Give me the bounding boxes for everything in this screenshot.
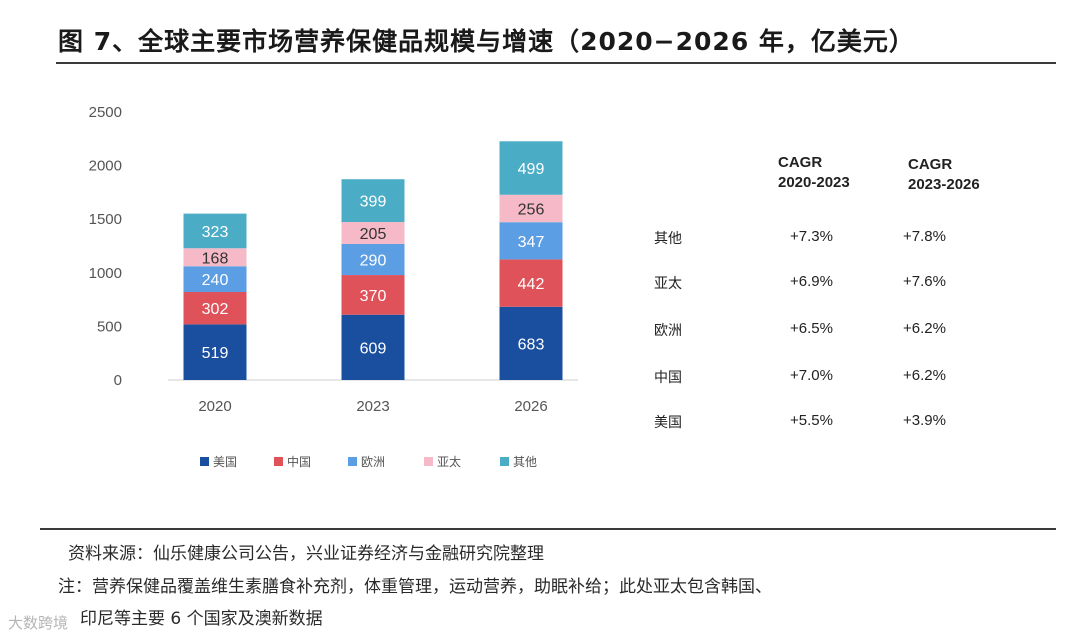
legend-label: 美国 <box>213 455 237 469</box>
bar-segment <box>183 324 247 380</box>
cagr-region: 其他 <box>654 231 682 247</box>
data-label: 609 <box>360 340 387 357</box>
stacked-bar-chart: 0 500 1000 1500 2000 2500 519 302 240 168 323 2020 6… <box>89 104 578 469</box>
bar-segment <box>499 222 563 260</box>
data-label: 205 <box>360 226 387 243</box>
data-label: 499 <box>518 161 545 178</box>
y-tick-label: 1000 <box>89 265 122 282</box>
bar-segment <box>341 314 405 380</box>
cagr-value-2023-2026: +7.8% <box>903 228 946 245</box>
y-tick-label: 1500 <box>89 211 122 228</box>
cagr-region: 美国 <box>654 415 682 431</box>
y-tick-label: 2000 <box>89 158 122 175</box>
cagr-row: 中国 +7.0% +6.2% <box>0 367 1080 393</box>
legend-swatch <box>200 457 209 466</box>
y-tick-label: 2500 <box>89 104 122 121</box>
cagr-row: 亚太 +6.9% +7.6% <box>0 273 1080 299</box>
cagr-value-2020-2023: +7.3% <box>790 228 833 245</box>
data-label: 519 <box>202 345 229 362</box>
x-tick-label: 2023 <box>356 398 389 415</box>
cagr-region: 亚太 <box>654 276 682 292</box>
legend-label: 中国 <box>287 454 311 469</box>
cagr-value-2020-2023: +6.9% <box>790 273 833 290</box>
legend-swatch <box>348 457 357 466</box>
cagr-row: 美国 +5.5% +3.9% <box>0 412 1080 438</box>
data-label: 399 <box>360 194 387 211</box>
bar-segment <box>183 213 247 249</box>
data-label: 442 <box>518 276 545 293</box>
data-label: 347 <box>518 234 545 251</box>
bar-segment <box>341 179 405 222</box>
data-label: 168 <box>202 250 229 267</box>
cagr-header-2: CAGR 2023-2026 <box>908 156 980 193</box>
cagr-value-2023-2026: +6.2% <box>903 367 946 384</box>
legend-swatch <box>500 457 509 466</box>
footnote-line-1: 注：营养保健品覆盖维生素膳食补充剂，体重管理，运动营养，助眠补给；此处亚太包含韩… <box>58 577 772 597</box>
bar-segment <box>183 248 247 267</box>
data-label: 240 <box>202 272 229 289</box>
data-label: 302 <box>202 301 229 318</box>
cagr-value-2023-2026: +7.6% <box>903 273 946 290</box>
bar-segment <box>499 259 563 307</box>
cagr-value-2020-2023: +5.5% <box>790 412 833 429</box>
cagr-region: 欧洲 <box>654 323 682 339</box>
cagr-value-2020-2023: +6.5% <box>790 320 833 337</box>
data-label: 256 <box>518 201 545 218</box>
legend-swatch <box>274 457 283 466</box>
bar-segment <box>341 243 405 276</box>
x-tick-label: 2020 <box>198 398 231 415</box>
cagr-value-2023-2026: +3.9% <box>903 412 946 429</box>
data-label: 370 <box>360 288 387 305</box>
cagr-row: 其他 +7.3% +7.8% <box>0 228 1080 254</box>
title-rule <box>56 62 1056 64</box>
legend-label: 亚太 <box>437 454 461 469</box>
cagr-value-2023-2026: +6.2% <box>903 320 946 337</box>
legend-label: 其他 <box>513 455 537 469</box>
data-label: 290 <box>360 253 387 270</box>
x-tick-label: 2026 <box>514 398 547 415</box>
y-tick-label: 0 <box>114 372 122 389</box>
figure-title: 图 7、全球主要市场营养保健品规模与增速（2020−2026 年，亿美元） <box>58 27 915 56</box>
footer-rule <box>40 528 1056 530</box>
bar-segment <box>183 266 247 292</box>
cagr-value-2020-2023: +7.0% <box>790 367 833 384</box>
watermark: 大数跨境 <box>8 614 69 632</box>
cagr-header-1: CAGR 2020-2023 <box>778 154 850 191</box>
bar-segment <box>341 221 405 244</box>
footnote-line-2: 印尼等主要 6 个国家及澳新数据 <box>80 609 323 629</box>
legend-label: 欧洲 <box>361 455 385 469</box>
cagr-region: 中国 <box>654 370 682 386</box>
source-note: 资料来源：仙乐健康公司公告，兴业证券经济与金融研究院整理 <box>68 544 544 564</box>
bar-segment <box>499 141 563 195</box>
legend-swatch <box>424 457 433 466</box>
bar-segment <box>499 194 563 223</box>
bar-segment <box>499 306 563 380</box>
data-label: 683 <box>518 336 545 353</box>
cagr-row: 欧洲 +6.5% +6.2% <box>0 320 1080 346</box>
data-label: 323 <box>202 224 229 241</box>
bar-segment <box>341 275 405 315</box>
y-tick-label: 500 <box>97 318 122 335</box>
bar-segment <box>183 291 247 325</box>
